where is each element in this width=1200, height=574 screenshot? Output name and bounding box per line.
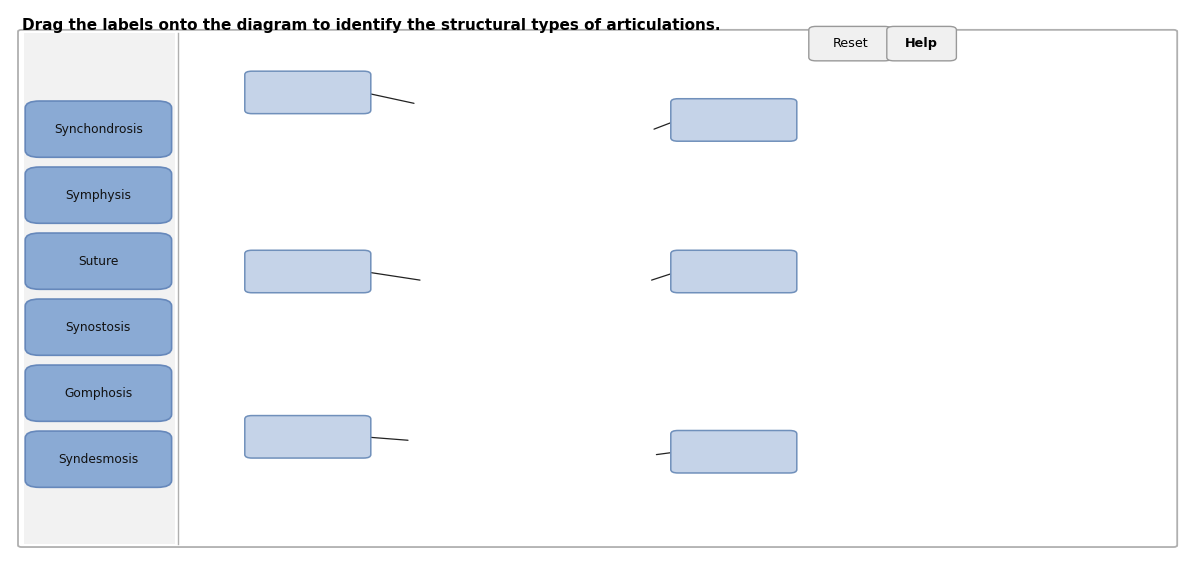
FancyBboxPatch shape [384,373,516,505]
Text: Symphysis: Symphysis [66,189,132,201]
FancyBboxPatch shape [25,365,172,421]
FancyBboxPatch shape [671,430,797,473]
FancyBboxPatch shape [245,71,371,114]
FancyBboxPatch shape [367,77,509,232]
FancyBboxPatch shape [25,101,172,157]
FancyBboxPatch shape [25,431,172,487]
Text: Syndesmosis: Syndesmosis [59,453,138,466]
Text: Help: Help [905,37,938,50]
Text: Suture: Suture [78,255,119,267]
FancyBboxPatch shape [562,383,698,506]
FancyBboxPatch shape [671,250,797,293]
FancyBboxPatch shape [245,250,371,293]
FancyBboxPatch shape [24,33,175,544]
FancyBboxPatch shape [408,240,528,346]
FancyBboxPatch shape [18,30,1177,547]
FancyBboxPatch shape [25,233,172,289]
FancyBboxPatch shape [671,99,797,141]
Text: Synostosis: Synostosis [66,321,131,333]
Text: Drag the labels onto the diagram to identify the structural types of articulatio: Drag the labels onto the diagram to iden… [22,18,720,33]
FancyBboxPatch shape [562,238,662,347]
FancyBboxPatch shape [553,89,671,232]
FancyBboxPatch shape [887,26,956,61]
FancyBboxPatch shape [25,167,172,223]
Text: Synchondrosis: Synchondrosis [54,123,143,135]
FancyBboxPatch shape [245,416,371,458]
FancyBboxPatch shape [809,26,892,61]
FancyBboxPatch shape [25,299,172,355]
Text: Reset: Reset [833,37,868,50]
Text: Gomphosis: Gomphosis [65,387,132,400]
